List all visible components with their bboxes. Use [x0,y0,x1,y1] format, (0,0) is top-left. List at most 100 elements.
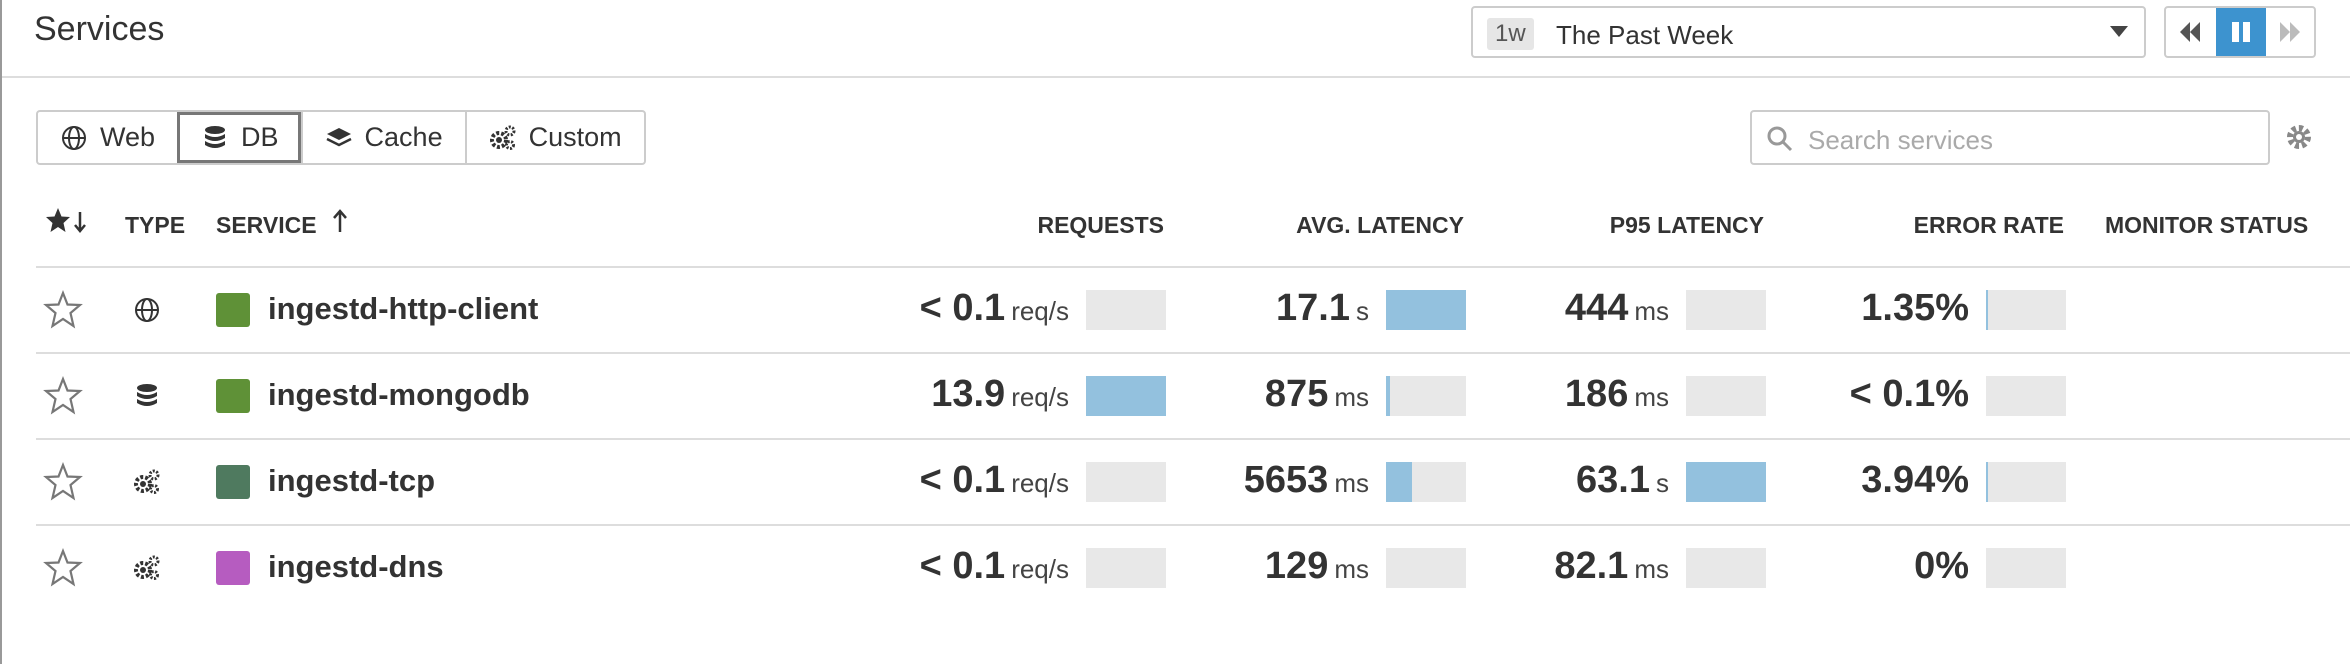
gears-icon [134,555,160,580]
metric-number: < 0.1 [919,287,1006,329]
metric-number: < 0.1 [919,459,1006,501]
metric-unit: req/s [1011,296,1069,326]
filter-tab[interactable]: Cache [300,112,465,163]
metric-number: 1.35% [1861,287,1969,329]
globe-icon [135,298,159,322]
metric-unit: ms [1334,554,1369,584]
metric-value: 186 ms [1565,373,1669,416]
column-header[interactable]: REQUESTS [1037,212,1164,238]
header-row-divider [36,266,2350,268]
column-header[interactable]: SERVICE [216,212,317,238]
service-color [216,379,250,413]
metric-bar-track [1686,376,1766,416]
metric-value: < 0.1 req/s [920,287,1069,330]
column-header: MONITOR STATUS [2105,212,2309,238]
metric-unit: ms [1334,468,1369,498]
metric-unit: req/s [1011,382,1069,412]
service-name[interactable]: ingestd-tcp [268,463,436,498]
favorite-star[interactable] [43,462,83,502]
metric-value: 129 ms [1265,545,1369,588]
metric-value: 5653 ms [1244,459,1369,502]
metric-bar-track [1386,462,1466,502]
service-color [216,293,250,327]
metric-bar [1386,462,1413,502]
metric-unit: ms [1334,382,1369,412]
time-badge: 1w [1487,18,1534,50]
metric-unit: s [1356,296,1369,326]
pause-button[interactable] [2216,8,2266,56]
metric-bar-track [1986,548,2066,588]
metric-value: < 0.1 req/s [920,459,1069,502]
db-icon [205,125,226,148]
metric-value: 1.35% [1861,287,1969,330]
service-name[interactable]: ingestd-mongodb [268,377,530,412]
metric-number: 0% [1914,545,1969,587]
metric-bar-track [1686,548,1766,588]
header-divider [2,76,2350,78]
metric-value: 82.1 ms [1554,545,1669,588]
metric-unit: s [1656,468,1669,498]
metric-bar-track [1986,290,2066,330]
db-icon [137,384,157,406]
search-placeholder: Search services [1808,125,1993,155]
metric-unit: ms [1634,382,1669,412]
favorite-star[interactable] [43,290,83,330]
column-header: TYPE [125,212,186,238]
filter-tab[interactable]: DB [177,112,301,163]
layers-icon [325,127,352,146]
metric-number: 5653 [1243,459,1329,501]
row-divider [36,352,2350,354]
service-name[interactable]: ingestd-http-client [268,291,539,326]
favorite-star[interactable] [43,548,83,588]
favorite-sort-header[interactable] [44,206,94,236]
service-color [216,465,250,499]
forward-button[interactable] [2266,8,2314,56]
playback-controls [2164,6,2316,58]
time-selector[interactable]: 1w The Past Week [1471,6,2146,58]
column-header[interactable]: AVG. LATENCY [1296,212,1464,238]
metric-bar-track [1086,462,1166,502]
metric-number: 129 [1264,545,1329,587]
filter-tab-label: Web [100,122,156,152]
metric-unit: ms [1634,296,1669,326]
dropdown-caret [2110,26,2128,37]
favorite-star[interactable] [43,376,83,416]
metric-bar [1386,290,1466,330]
metric-number: 17.1 [1276,287,1350,329]
metric-bar-track [1086,290,1166,330]
filter-tab-label: Cache [364,122,443,152]
sort-ascending-icon [333,209,347,232]
metric-bar [1386,376,1390,416]
column-header[interactable]: ERROR RATE [1913,212,2064,238]
metric-number: 13.9 [931,373,1006,415]
settings-gear[interactable] [2284,122,2314,152]
metric-bar [1086,376,1166,416]
metric-value: 17.1 s [1276,287,1369,330]
metric-number: 3.94% [1861,459,1969,501]
search-icon [1767,126,1793,152]
globe-icon [62,125,86,150]
metric-bar-track [1686,290,1766,330]
filter-tab[interactable]: Web [38,112,177,163]
search-box[interactable]: Search services [1750,110,2270,165]
metric-value: < 0.1 req/s [920,545,1069,588]
column-header[interactable]: P95 LATENCY [1609,212,1764,238]
gears-icon [134,469,160,494]
metric-unit: req/s [1011,468,1069,498]
type-filter: Web DB Cache Custom [36,110,646,165]
filter-tab[interactable]: Custom [464,112,644,163]
service-name[interactable]: ingestd-dns [268,549,444,584]
metric-number: < 0.1% [1849,373,1969,415]
metric-value: 63.1 s [1576,459,1669,502]
metric-bar-track [1086,376,1166,416]
gears-icon [489,125,516,150]
metric-unit: req/s [1011,554,1069,584]
filter-tab-label: DB [241,122,279,152]
rewind-button[interactable] [2166,8,2216,56]
metric-bar-track [1386,290,1466,330]
metric-value: 3.94% [1861,459,1969,502]
filter-tab-label: Custom [528,122,622,152]
metric-number: 63.1 [1576,459,1650,501]
metric-unit: ms [1634,554,1669,584]
